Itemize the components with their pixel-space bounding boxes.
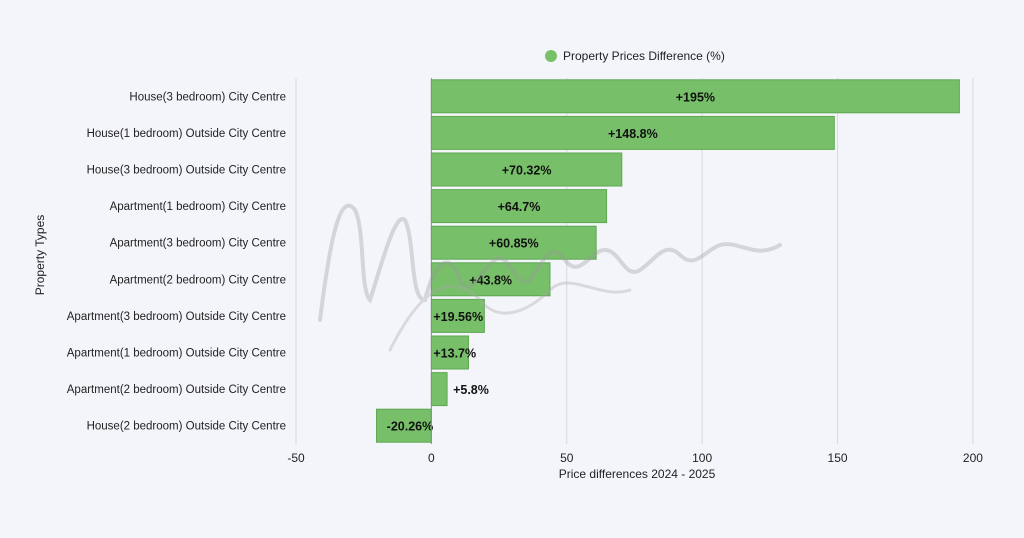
data-label-3: +64.7% — [498, 200, 541, 214]
legend-swatch — [545, 50, 557, 62]
data-label-5: +43.8% — [469, 273, 512, 287]
data-label-8: +5.8% — [453, 383, 489, 397]
category-label-5: Apartment(2 bedroom) City Centre — [110, 274, 286, 286]
category-label-4: Apartment(3 bedroom) City Centre — [110, 238, 286, 250]
data-label-7: +13.7% — [433, 347, 476, 361]
x-axis-label: Price differences 2024 - 2025 — [558, 467, 716, 481]
data-label-4: +60.85% — [489, 237, 539, 251]
x-tick-label-3: 100 — [692, 451, 712, 465]
data-label-2: +70.32% — [502, 164, 552, 178]
bar-6 — [430, 298, 485, 333]
x-tick-label-0: -50 — [287, 451, 305, 465]
bar-7 — [430, 335, 469, 370]
bar-8 — [430, 372, 448, 407]
category-label-2: House(3 bedroom) Outside City Centre — [87, 165, 286, 177]
x-tick-label-4: 150 — [828, 451, 848, 465]
legend[interactable]: Property Prices Difference (%) — [545, 49, 725, 63]
category-label-9: House(2 bedroom) Outside City Centre — [87, 421, 286, 433]
x-tick-label-5: 200 — [963, 451, 983, 465]
category-label-7: Apartment(1 bedroom) Outside City Centre — [67, 348, 286, 360]
legend-label: Property Prices Difference (%) — [563, 49, 725, 63]
data-label-6: +19.56% — [433, 310, 483, 324]
x-tick-label-1: 0 — [428, 451, 435, 465]
category-label-1: House(1 bedroom) Outside City Centre — [87, 128, 286, 140]
data-label-9: -20.26% — [387, 420, 434, 434]
category-label-0: House(3 bedroom) City Centre — [129, 91, 286, 103]
bar-9 — [376, 408, 432, 443]
category-label-3: Apartment(1 bedroom) City Centre — [110, 201, 286, 213]
data-label-0: +195% — [676, 90, 715, 104]
category-label-8: Apartment(2 bedroom) Outside City Centre — [67, 384, 286, 396]
data-label-1: +148.8% — [608, 127, 658, 141]
bar-0 — [430, 79, 960, 114]
category-label-6: Apartment(3 bedroom) Outside City Centre — [67, 311, 286, 323]
x-tick-label-2: 50 — [560, 451, 574, 465]
